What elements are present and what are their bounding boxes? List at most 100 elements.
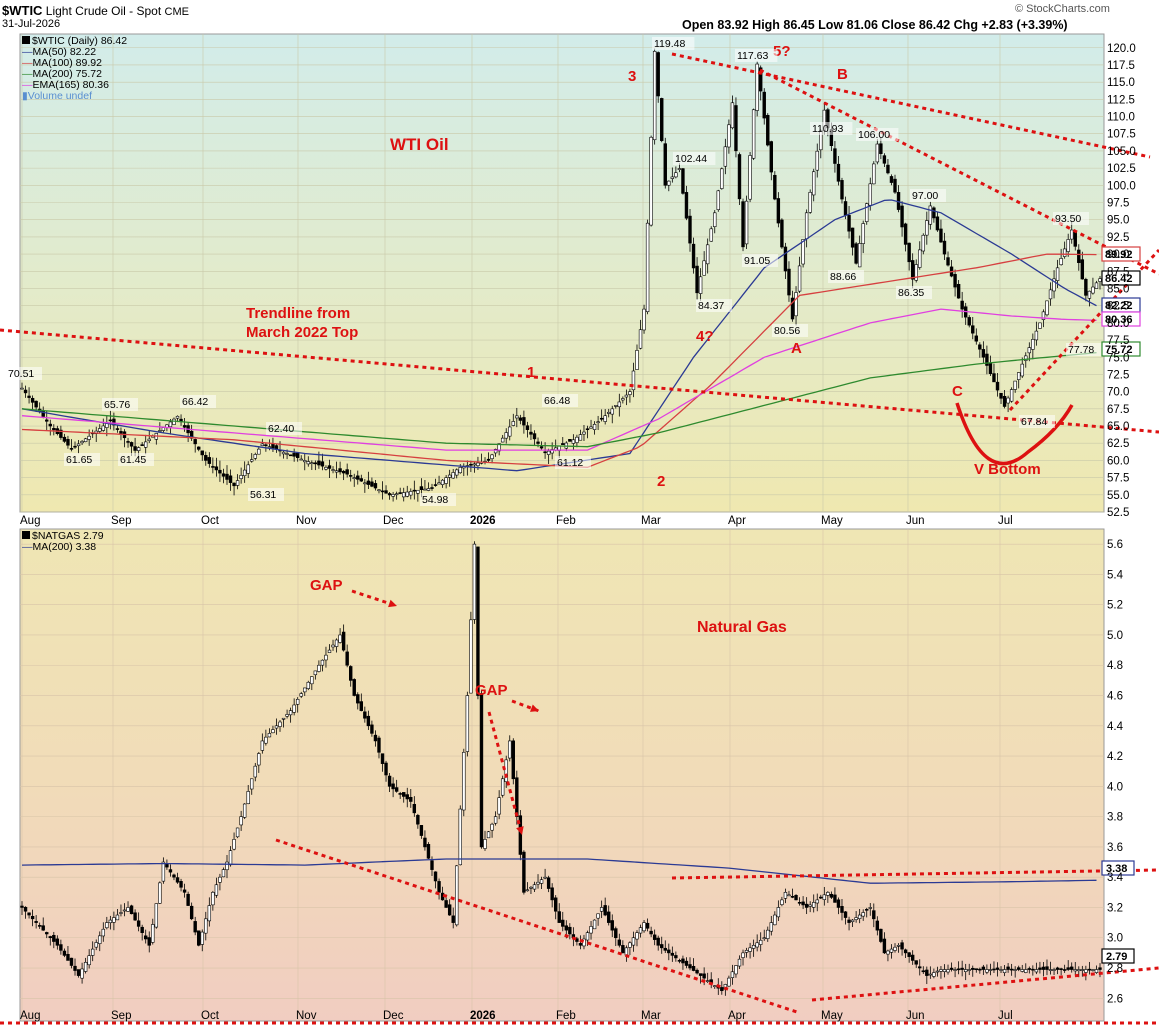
oil-candle-body — [83, 438, 88, 443]
oil-candle-body — [953, 274, 957, 288]
price-label-bg — [735, 49, 778, 62]
oil-y-tick-label: 112.5 — [1107, 94, 1135, 106]
gas-candle-body — [136, 920, 141, 927]
oil-candle-body — [532, 433, 537, 440]
gas-candle-body — [1009, 968, 1014, 971]
candle-swatch — [22, 531, 30, 539]
oil-candle-body — [879, 143, 883, 154]
price-label-bg — [1053, 212, 1089, 225]
gas-candle-body — [373, 734, 378, 742]
gas-annotation: GAP — [475, 682, 508, 699]
oil-candle-body — [610, 408, 614, 415]
oil-candle-body — [727, 124, 731, 148]
oil-candle-body — [214, 466, 219, 471]
oil-candle-body — [1084, 278, 1088, 296]
gas-candle-body — [493, 816, 498, 824]
oil-candle-body — [225, 473, 229, 480]
oil-candle-body — [688, 215, 692, 244]
legend-ma50-text: MA(50) 82.22 — [32, 46, 97, 58]
oil-candle-body — [45, 419, 49, 422]
oil-price-label: 66.48 — [544, 395, 570, 407]
oil-candle-body — [310, 462, 314, 465]
gas-y-tick-label: 5.0 — [1107, 630, 1123, 642]
oil-candle-body — [211, 466, 215, 468]
oil-candle-body — [41, 411, 45, 417]
price-label-bg — [828, 270, 864, 283]
oil-candle-body — [59, 429, 63, 438]
legend-ema165-text: EMA(165) 80.36 — [32, 79, 109, 91]
gas-candle-body — [794, 895, 798, 901]
gas-candle-body — [41, 925, 45, 931]
oil-candle-body — [575, 436, 579, 443]
price-label-bg — [6, 367, 42, 380]
gas-x-tick-label: Feb — [556, 1010, 576, 1022]
oil-x-tick-label: Aug — [20, 515, 40, 527]
oil-candle-body — [98, 428, 102, 432]
price-labels: 70.51 65.76 66.42 61.65 61.45 62.40 56.31 54.98… — [6, 37, 1141, 964]
legend-gas-ma200: —MA(200) 3.38 — [22, 542, 104, 553]
oil-candle-body — [910, 260, 915, 280]
oil-candle-body — [69, 448, 74, 450]
gas-candle-body — [879, 928, 883, 942]
exchange-label: CME — [164, 6, 189, 18]
oil-candle-body — [497, 443, 501, 452]
gas-candle-body — [893, 946, 897, 951]
oil-candle-body — [267, 446, 272, 448]
oil-candle-body — [451, 472, 455, 479]
gas-candle-body — [918, 966, 922, 969]
oil-x-tick-label: Jun — [906, 515, 925, 527]
gas-candle-body — [30, 915, 35, 920]
oil-candle-body — [402, 492, 406, 498]
gas-candle-body — [451, 915, 455, 923]
oil-annotation: March 2022 Top — [246, 324, 358, 341]
oil-y-tick-label: 72.5 — [1107, 369, 1129, 381]
oil-candle-body — [854, 243, 858, 264]
gas-candle-body — [872, 910, 876, 920]
oil-candle-body — [377, 489, 381, 492]
gas-candle-body — [62, 950, 67, 956]
oil-price-label: 88.66 — [830, 271, 856, 283]
oil-candle-body — [384, 490, 388, 494]
gas-candle-body — [638, 927, 643, 934]
gas-candle-body — [985, 969, 989, 973]
oil-candle-body — [836, 163, 841, 182]
oil-candle-body — [868, 183, 872, 206]
oil-candle-body — [345, 469, 349, 475]
stockcharts-brand: © StockCharts.com — [1015, 3, 1110, 15]
gas-candle-body — [232, 839, 236, 850]
oil-candle-body — [709, 228, 713, 242]
gas-candle-body — [225, 861, 229, 871]
gas-candle-body — [1024, 969, 1028, 973]
gas-candle-body — [932, 972, 936, 977]
gas-candle-body — [317, 664, 321, 672]
oil-candle-body — [313, 462, 318, 465]
oil-candle-body — [762, 91, 766, 119]
gas-candle-body — [313, 670, 318, 676]
gas-candle-body — [430, 860, 434, 870]
oil-axis-value-label: 75.72 — [1105, 344, 1133, 356]
oil-y-tick-label: 67.5 — [1107, 404, 1129, 416]
gas-candle-body — [667, 949, 671, 954]
gas-candle-body — [971, 967, 975, 970]
gas-candle-body — [45, 932, 49, 935]
gas-candle-body — [776, 907, 781, 918]
oil-candle-body — [539, 446, 544, 449]
gas-candle-body — [197, 930, 201, 946]
gas-candle-body — [366, 715, 371, 727]
gas-candle-body — [645, 922, 650, 929]
gas-candle-body — [889, 948, 894, 953]
gas-candle-body — [1045, 966, 1049, 970]
legend-ma200-text: MA(200) 75.72 — [32, 68, 102, 80]
oil-candle-body — [490, 454, 494, 460]
gas-candle-body — [967, 969, 971, 971]
oil-candle-body — [734, 105, 738, 152]
gas-candle-body — [423, 837, 427, 848]
oil-candle-body — [370, 481, 374, 487]
v-bottom-curve — [955, 402, 1074, 466]
oil-y-tick-label: 87.5 — [1107, 266, 1129, 278]
price-label-bg — [420, 493, 456, 506]
oil-price-label: 54.98 — [422, 494, 448, 506]
oil-candle-body — [815, 150, 819, 171]
gas-candle-body — [246, 791, 250, 804]
